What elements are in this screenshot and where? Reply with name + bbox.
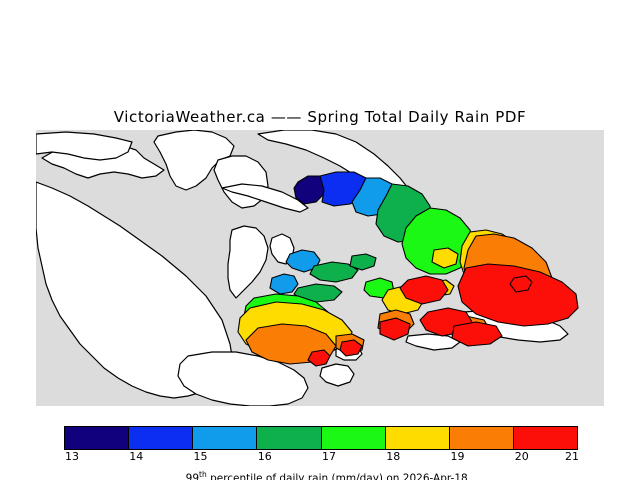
precip-region-red-inner-marker (509, 275, 533, 293)
coastline-thin-sliver (221, 183, 309, 213)
coastline-east-strip-lower (405, 333, 461, 351)
colorbar-caption: 99th percentile of daily rain (mm/day) o… (0, 458, 640, 480)
map-panel (36, 130, 604, 406)
precip-region-red-sanjuan-main (457, 263, 579, 327)
coastline-central-left-island (153, 130, 235, 191)
coastline-upper-left-edge (36, 131, 133, 161)
colorbar-tick-15: 15 (193, 450, 208, 463)
precip-region-red-small-b (339, 339, 363, 357)
caption-prefix: 99 (185, 472, 200, 480)
colorbar-segment-15-16 (193, 427, 258, 449)
caption-superscript: th (199, 470, 207, 479)
colorbar-tick-17: 17 (322, 450, 336, 463)
precip-region-red-east-lobe (399, 275, 449, 305)
colorbar-tick-14: 14 (129, 450, 144, 463)
coastline-saanich-inlet (227, 225, 269, 299)
precip-region-green-strip-a (309, 261, 359, 283)
colorbar-segment-17-18 (321, 427, 386, 449)
colorbar-segment-16-17 (257, 427, 322, 449)
colorbar-tick-18: 18 (386, 450, 401, 463)
precip-region-lightblue-sliver-b (269, 273, 299, 295)
precip-region-yellow-patch (431, 247, 459, 269)
precip-region-red-small-d (451, 321, 503, 347)
caption-suffix: percentile of daily rain (mm/day) on 202… (206, 472, 468, 480)
colorbar-tick-labels: 13 14 15 16 17 18 19 20 21 (64, 450, 579, 464)
page-title: VictoriaWeather.ca —— Spring Total Daily… (113, 108, 527, 126)
precip-region-red-small-a (379, 317, 411, 341)
colorbar-segment-20-21 (513, 427, 577, 449)
colorbar-tick-13: 13 (65, 450, 79, 463)
map-canvas (36, 130, 604, 406)
precip-region-red-small-c (307, 349, 331, 367)
colorbar-tick-21: 21 (565, 450, 579, 463)
precip-region-green-strip-c (349, 253, 377, 271)
colorbar-segment-19-20 (449, 427, 514, 449)
colorbar-tick-16: 16 (257, 450, 272, 463)
colorbar-segment-14-15 (129, 427, 194, 449)
coastline-south-mainland (177, 351, 309, 406)
colorbar-strip (64, 426, 578, 450)
precip-region-group (237, 171, 579, 367)
colorbar-segment-13-14 (65, 427, 130, 449)
colorbar-segment-18-19 (385, 427, 450, 449)
colorbar-tick-19: 19 (450, 450, 465, 463)
precip-region-navy-nw (293, 175, 327, 205)
colorbar: 13 14 15 16 17 18 19 20 21 (64, 426, 579, 463)
coastline-small-island-bottom-a (319, 363, 355, 387)
colorbar-tick-20: 20 (514, 450, 529, 463)
